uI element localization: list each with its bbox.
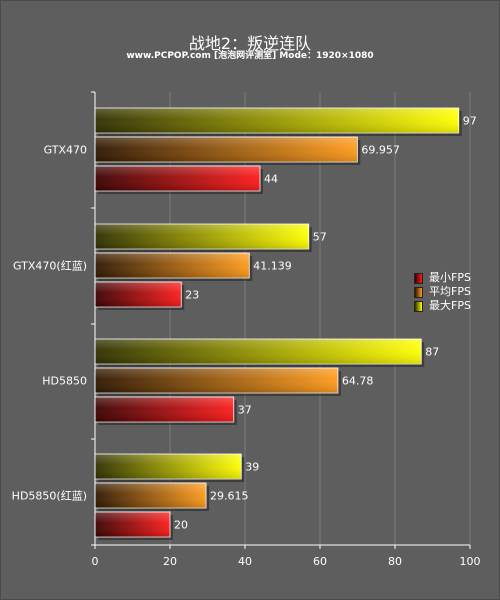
x-tick-label: 60: [313, 555, 327, 568]
bar-gloss: [95, 339, 422, 364]
bar-value-label: 29.615: [210, 490, 249, 503]
bars: [94, 107, 462, 540]
category-label: HD5850: [42, 375, 87, 388]
bar-gloss: [95, 282, 182, 307]
x-tick-label: 40: [238, 555, 252, 568]
legend-item: 最小FPS: [414, 271, 471, 285]
bar-value-label: 57: [313, 231, 327, 244]
bar-value-label: 37: [238, 404, 252, 417]
bar-gloss: [95, 137, 358, 162]
x-tick-label: 20: [163, 555, 177, 568]
bar-value-label: 87: [425, 346, 439, 359]
bar-gloss: [95, 166, 260, 191]
x-tick-label: 80: [388, 555, 402, 568]
bar-gloss: [95, 368, 338, 393]
legend: 最小FPS 平均FPS 最大FPS: [414, 271, 471, 313]
category-label: GTX470(红蓝): [13, 260, 87, 273]
legend-swatch: [414, 272, 423, 284]
bar-value-label: 41.139: [253, 260, 291, 273]
category-label: HD5850(红蓝): [12, 490, 87, 503]
legend-swatch: [414, 300, 423, 312]
bar-gloss: [95, 224, 309, 249]
legend-label: 最小FPS: [429, 271, 471, 284]
labels: 0 20 40 60 80 100 97 69.957 44 GTX470 57 41.139 23 GT…: [12, 115, 481, 569]
bar-value-label: 97: [463, 115, 477, 128]
bar-value-label: 20: [174, 519, 188, 532]
bar-gloss: [95, 253, 250, 278]
bar-gloss: [95, 454, 242, 479]
bar-value-label: 39: [245, 461, 259, 474]
bar-gloss: [95, 397, 234, 422]
bar-gloss: [95, 483, 207, 508]
x-tick-label: 0: [92, 555, 99, 568]
bar-value-label: 64.78: [342, 375, 374, 388]
chart-subtitle: www.PCPOP.com [泡泡网评测室] Mode：1920×1080: [126, 51, 374, 61]
legend-swatch: [414, 286, 423, 298]
bar-value-label: 23: [185, 289, 199, 302]
legend-label: 平均FPS: [429, 285, 471, 298]
bar-value-label: 44: [264, 173, 278, 186]
legend-label: 最大FPS: [429, 299, 471, 312]
bar-gloss: [95, 108, 459, 133]
legend-item: 最大FPS: [414, 299, 471, 313]
axes: [91, 91, 471, 549]
legend-item: 平均FPS: [414, 285, 471, 299]
category-label: GTX470: [44, 144, 87, 157]
x-tick-label: 100: [460, 555, 481, 568]
bar-value-label: 69.957: [361, 144, 400, 157]
chart-title: 战地2：叛逆连队: [188, 34, 312, 53]
bar-gloss: [95, 512, 170, 537]
